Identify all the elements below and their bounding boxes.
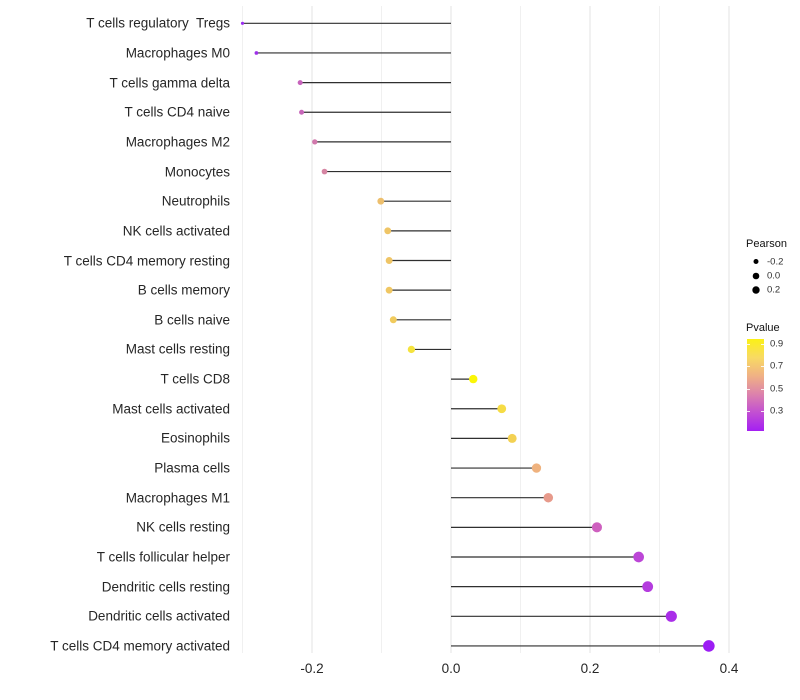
size-legend-label: -0.2 (767, 255, 784, 267)
colorbar-tick (747, 388, 750, 390)
size-legend-label: 0.0 (767, 270, 781, 282)
lollipop-point (384, 227, 392, 235)
y-axis-label: T cells CD4 memory resting (63, 252, 230, 268)
lollipop-point (642, 581, 654, 593)
size-legend-title: Pearson (746, 238, 787, 250)
y-axis-label: Macrophages M2 (125, 134, 230, 150)
lollipop-point (531, 463, 542, 473)
x-axis-tick-label: 0.2 (580, 661, 600, 676)
colorbar-tick (747, 411, 750, 412)
y-axis-label: NK cells activated (122, 223, 230, 239)
lollipop-point (469, 374, 478, 384)
lollipop-point (385, 286, 393, 294)
y-axis-label: B cells naive (154, 312, 230, 328)
lollipop-point (703, 640, 715, 652)
y-axis-label: Dendritic cells resting (101, 578, 230, 594)
colorbar-tick-label: 0.9 (770, 337, 784, 349)
y-axis-label: Macrophages M1 (125, 489, 230, 505)
lollipop-point (240, 21, 245, 25)
lollipop-point (665, 610, 677, 622)
lollipop-point (389, 316, 397, 324)
colorbar-tick-label: 0.5 (770, 382, 784, 394)
lollipop-point (254, 51, 259, 55)
lollipop-point (385, 257, 393, 264)
color-legend-title: Pvalue (746, 322, 780, 334)
colorbar-tick (761, 388, 764, 390)
y-axis-label: T cells CD4 memory activated (50, 638, 230, 654)
y-axis-label: Mast cells activated (112, 401, 230, 416)
lollipop-point (312, 139, 318, 145)
y-axis-label: Eosinophils (160, 430, 230, 446)
colorbar-tick-label: 0.3 (770, 405, 784, 417)
y-axis-label: Plasma cells (154, 460, 230, 476)
colorbar-tick (761, 343, 764, 345)
x-axis-tick-label: -0.2 (300, 661, 324, 676)
lollipop-point (633, 551, 645, 563)
size-legend-dot (752, 272, 760, 280)
lollipop-point (407, 345, 416, 354)
lollipop-point (543, 492, 554, 503)
size-legend-dot (752, 286, 760, 294)
colorbar-tick (761, 366, 764, 367)
pvalue-colorbar (747, 339, 764, 431)
y-axis-label: Macrophages M0 (125, 45, 230, 61)
lollipop-point (591, 522, 602, 533)
y-axis-label: T cells CD4 naive (124, 104, 230, 120)
y-axis-label: Dendritic cells activated (88, 608, 230, 624)
size-legend-label: 0.2 (767, 284, 781, 296)
lollipop-point (497, 404, 507, 414)
y-axis-label: T cells regulatory Tregs (86, 15, 230, 31)
y-axis-label: Mast cells resting (125, 341, 230, 357)
y-axis-label: Monocytes (164, 163, 230, 179)
colorbar-tick-label: 0.7 (770, 360, 784, 372)
y-axis-label: Neutrophils (161, 193, 230, 209)
y-axis-label: T cells follicular helper (96, 549, 230, 565)
x-axis-tick-label: 0.0 (441, 661, 461, 676)
y-axis-label: B cells memory (137, 282, 230, 298)
colorbar-tick (761, 411, 764, 412)
lollipop-point (507, 433, 517, 443)
colorbar-tick (747, 343, 750, 345)
lollipop-point (297, 80, 303, 86)
lollipop-point (299, 109, 305, 115)
x-axis-tick-label: 0.4 (719, 661, 739, 676)
y-axis-label: T cells CD8 (160, 371, 230, 387)
y-axis-label: T cells gamma delta (109, 74, 230, 90)
size-legend-dot (753, 259, 759, 264)
y-axis-label: NK cells resting (136, 519, 230, 535)
colorbar-tick (747, 366, 750, 367)
lollipop-point (377, 197, 385, 205)
lollipop-point (321, 168, 328, 175)
